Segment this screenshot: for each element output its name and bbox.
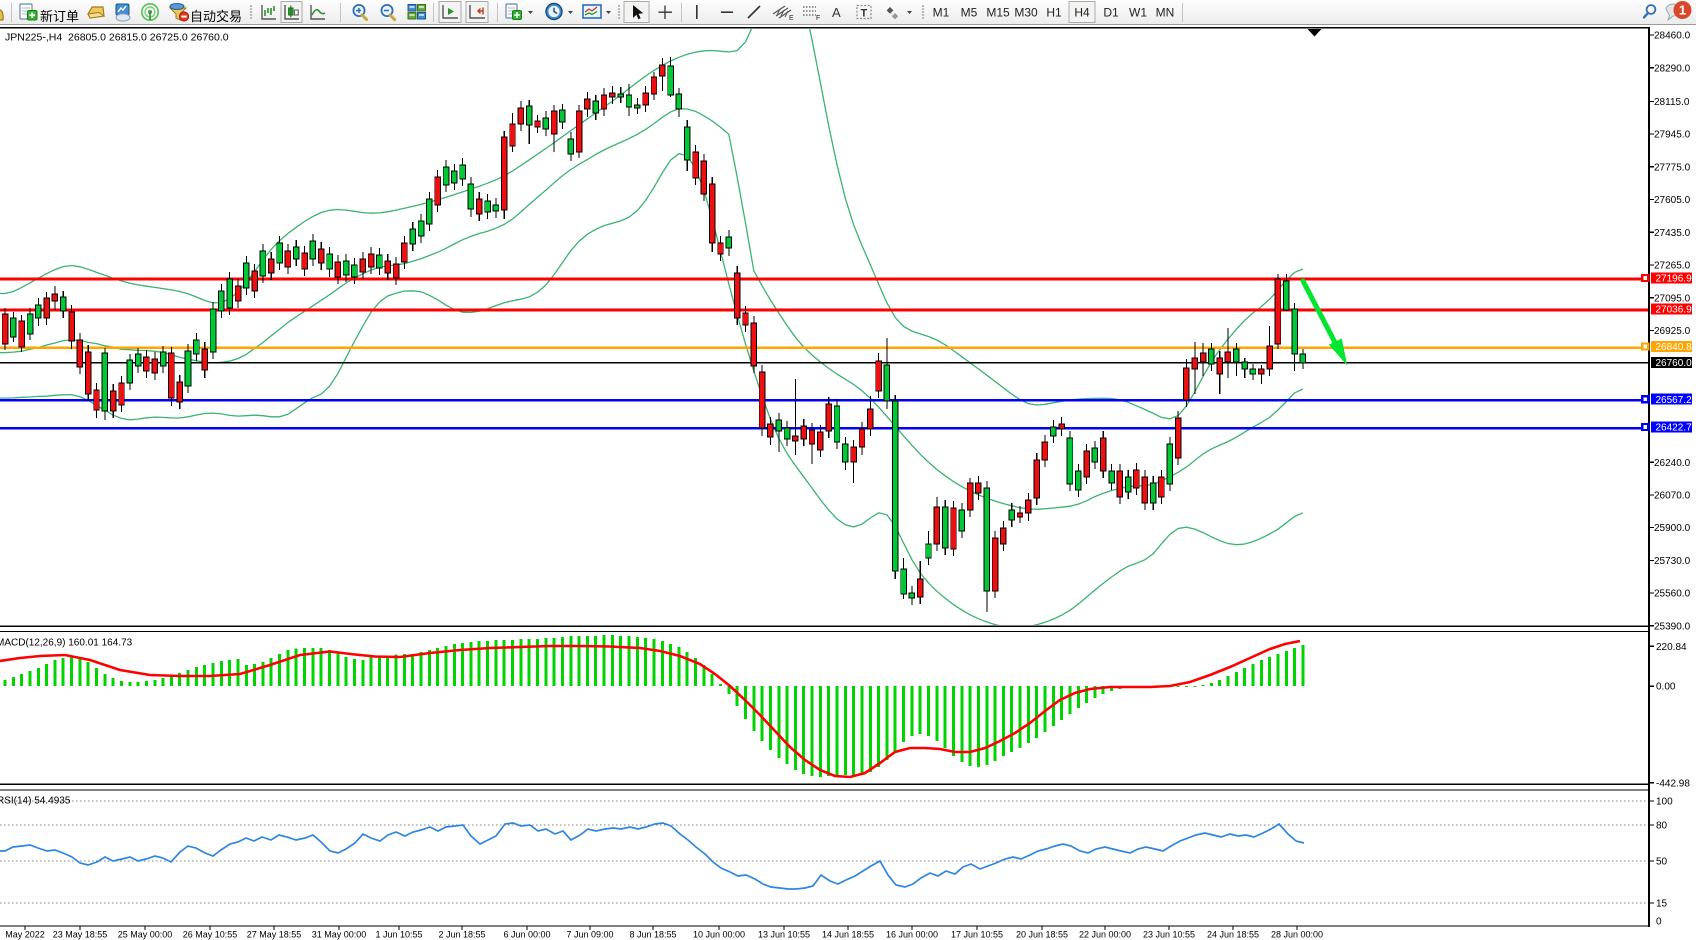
svg-text:28115.0: 28115.0 — [1654, 97, 1690, 108]
svg-text:28 Jun 00:00: 28 Jun 00:00 — [1271, 929, 1323, 939]
svg-text:H4: H4 — [1074, 6, 1090, 20]
svg-text:26925.0: 26925.0 — [1654, 326, 1691, 337]
svg-text:25900.0: 25900.0 — [1654, 523, 1691, 534]
svg-text:25560.0: 25560.0 — [1654, 589, 1691, 600]
svg-text:10 Jun 00:00: 10 Jun 00:00 — [693, 929, 745, 939]
svg-text:26567.2: 26567.2 — [1656, 395, 1693, 406]
svg-text:W1: W1 — [1129, 6, 1147, 20]
svg-text:27095.0: 27095.0 — [1654, 293, 1691, 304]
svg-text:27945.0: 27945.0 — [1654, 130, 1691, 141]
svg-text:24 Jun 18:55: 24 Jun 18:55 — [1207, 929, 1259, 939]
svg-text:20 Jun 18:55: 20 Jun 18:55 — [1016, 929, 1068, 939]
svg-text:0.00: 0.00 — [1656, 682, 1676, 693]
svg-text:6 Jun 00:00: 6 Jun 00:00 — [503, 929, 550, 939]
svg-text:E: E — [789, 15, 794, 22]
svg-text:23 Jun 10:55: 23 Jun 10:55 — [1143, 929, 1195, 939]
svg-text:A: A — [832, 5, 841, 20]
svg-text:D1: D1 — [1103, 6, 1119, 20]
svg-text:27196.9: 27196.9 — [1656, 274, 1693, 285]
svg-text:25 May 00:00: 25 May 00:00 — [118, 929, 173, 939]
svg-text:27605.0: 27605.0 — [1654, 195, 1691, 206]
svg-text:27 May 18:55: 27 May 18:55 — [247, 929, 302, 939]
svg-text:1 Jun 10:55: 1 Jun 10:55 — [375, 929, 422, 939]
svg-text:28460.0: 28460.0 — [1654, 31, 1691, 42]
svg-text:27036.9: 27036.9 — [1656, 305, 1693, 316]
svg-text:25730.0: 25730.0 — [1654, 556, 1691, 567]
svg-text:May 2022: May 2022 — [5, 929, 45, 939]
svg-text:28290.0: 28290.0 — [1654, 63, 1691, 74]
svg-text:26240.0: 26240.0 — [1654, 458, 1691, 469]
svg-text:0: 0 — [1656, 917, 1662, 928]
svg-text:100: 100 — [1656, 797, 1673, 808]
svg-text:MACD(12,26,9) 160.01 164.73: MACD(12,26,9) 160.01 164.73 — [0, 637, 133, 648]
svg-text:220.84: 220.84 — [1656, 642, 1687, 653]
svg-text:M1: M1 — [933, 6, 950, 20]
svg-text:80: 80 — [1656, 821, 1668, 832]
svg-text:26840.8: 26840.8 — [1656, 342, 1693, 353]
svg-text:26 May 10:55: 26 May 10:55 — [183, 929, 238, 939]
svg-text:27775.0: 27775.0 — [1654, 162, 1691, 173]
svg-text:MN: MN — [1156, 6, 1175, 20]
svg-text:27435.0: 27435.0 — [1654, 228, 1691, 239]
svg-text:F: F — [816, 15, 820, 22]
svg-text:50: 50 — [1656, 857, 1668, 868]
svg-text:M5: M5 — [961, 6, 978, 20]
svg-text:26422.7: 26422.7 — [1656, 423, 1693, 434]
svg-text:17 Jun 10:55: 17 Jun 10:55 — [951, 929, 1003, 939]
svg-text:23 May 18:55: 23 May 18:55 — [53, 929, 108, 939]
svg-text:22 Jun 00:00: 22 Jun 00:00 — [1079, 929, 1131, 939]
svg-text:25390.0: 25390.0 — [1654, 621, 1691, 632]
svg-text:M15: M15 — [986, 6, 1010, 20]
svg-text:15: 15 — [1656, 899, 1668, 910]
svg-text:27265.0: 27265.0 — [1654, 261, 1691, 272]
svg-text:7 Jun 09:00: 7 Jun 09:00 — [566, 929, 613, 939]
svg-text:1: 1 — [1679, 3, 1686, 18]
svg-text:31 May 00:00: 31 May 00:00 — [312, 929, 367, 939]
svg-text:H1: H1 — [1046, 6, 1062, 20]
svg-text:JPN225-,H4 26805.0 26815.0 26: JPN225-,H4 26805.0 26815.0 26725.0 26760… — [5, 32, 229, 44]
svg-text:2 Jun 18:55: 2 Jun 18:55 — [438, 929, 485, 939]
svg-text:8 Jun 18:55: 8 Jun 18:55 — [629, 929, 676, 939]
svg-text:26760.0: 26760.0 — [1656, 358, 1693, 369]
svg-text:16 Jun 00:00: 16 Jun 00:00 — [886, 929, 938, 939]
svg-text:14 Jun 18:55: 14 Jun 18:55 — [822, 929, 874, 939]
svg-text:RSI(14) 54.4935: RSI(14) 54.4935 — [0, 796, 71, 807]
svg-text:26070.0: 26070.0 — [1654, 491, 1691, 502]
svg-text:-442.98: -442.98 — [1656, 778, 1690, 789]
svg-text:T: T — [861, 8, 868, 20]
svg-text:M30: M30 — [1014, 6, 1038, 20]
svg-text:13 Jun 10:55: 13 Jun 10:55 — [758, 929, 810, 939]
